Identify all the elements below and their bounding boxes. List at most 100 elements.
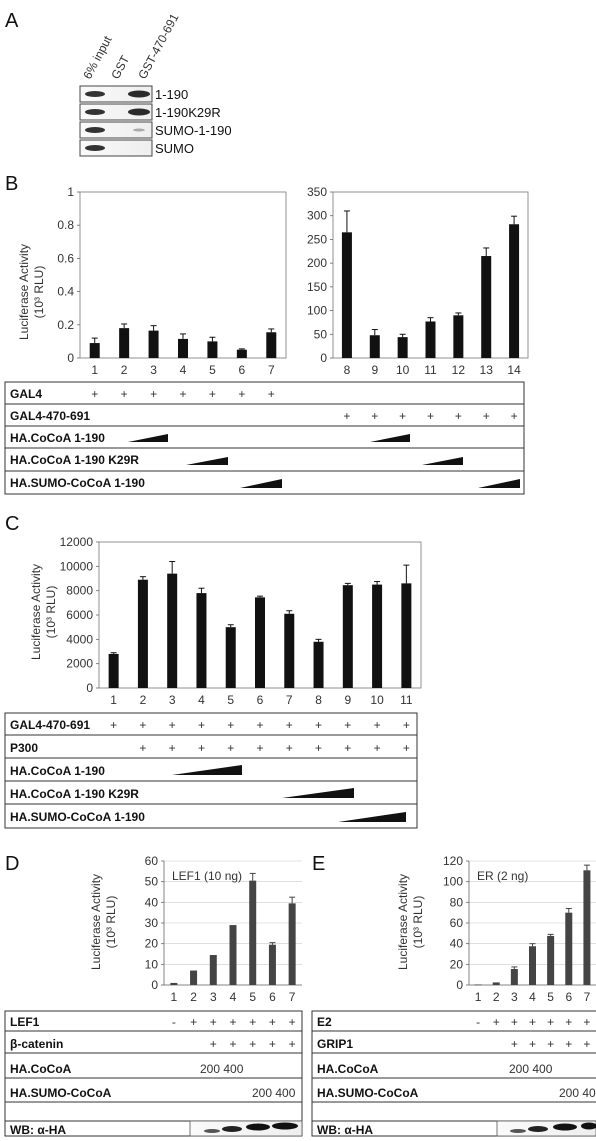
- bar: [190, 970, 198, 985]
- plus-sign: +: [238, 387, 245, 401]
- bar: [510, 968, 518, 985]
- bar: [481, 256, 492, 358]
- plus-sign: +: [150, 387, 157, 401]
- b-row-gal4: GAL4: [10, 387, 42, 401]
- x-tick-label: 4: [529, 990, 536, 1004]
- plus-sign: +: [110, 718, 117, 732]
- x-tick-label: 4: [230, 990, 237, 1004]
- x-tick-label: 2: [121, 363, 128, 377]
- blot-a-lane-gst: GST: [108, 52, 132, 81]
- bar: [284, 613, 295, 688]
- d-row-catenin: β-catenin: [10, 1037, 63, 1051]
- chart-e: 0 20 40 60 80 100 120 ER (2 ng) 1 2 3 4 5 6 7: [443, 854, 596, 1004]
- bar: [178, 338, 188, 358]
- x-tick-label: 1: [475, 990, 482, 1004]
- plus-sign: +: [269, 1015, 276, 1029]
- bar: [453, 315, 464, 358]
- plus-sign: +: [371, 409, 378, 423]
- plus-sign: +: [229, 1037, 236, 1051]
- plus-sign: +: [547, 1015, 554, 1029]
- x-tick-label: 3: [511, 990, 518, 1004]
- bar: [372, 584, 383, 688]
- d-lef1-signs: - + + + + + +: [172, 1015, 296, 1029]
- e-wb-band: [581, 1122, 596, 1130]
- b-dose-wedge: [186, 457, 228, 465]
- b-table-border: [4, 381, 525, 495]
- plus-sign: +: [315, 741, 322, 755]
- y-tick-label: 0: [456, 978, 463, 992]
- c-ylabel-1: Luciferase Activity: [29, 564, 43, 660]
- plus-sign: +: [455, 409, 462, 423]
- y-tick-label: 0: [320, 351, 327, 365]
- b-gal4-470-signs: + + + + + + +: [343, 409, 517, 423]
- blot-a-row-sumo-1-190: SUMO-1-190: [155, 123, 232, 138]
- b-conditions-table: GAL4 + + + + + + + GAL4-470-691 + + + + + + + HA.CoC…: [4, 381, 525, 495]
- b-gal4-signs: + + + + + + +: [91, 387, 275, 401]
- c-dose-wedge: [338, 812, 406, 822]
- plus-sign: +: [179, 387, 186, 401]
- minus-sign: -: [476, 1015, 480, 1029]
- c-table-border: [4, 712, 418, 829]
- y-tick-label: 200: [307, 256, 327, 270]
- plus-sign: +: [169, 741, 176, 755]
- plus-sign: +: [403, 718, 410, 732]
- blot-a-strip-1: [79, 85, 153, 103]
- d-row-cocoa: HA.CoCoA: [10, 1062, 72, 1076]
- bar: [474, 984, 482, 986]
- e-row-wb: WB: α-HA: [317, 1123, 373, 1137]
- b-dose-wedge: [128, 434, 168, 442]
- x-tick-label: 5: [209, 363, 216, 377]
- x-tick-label: 10: [396, 363, 410, 377]
- e-e2-signs: - + + + + + +: [476, 1015, 590, 1029]
- plus-sign: +: [269, 1037, 276, 1051]
- chart-title: ER (2 ng): [477, 869, 528, 883]
- c-row-gal4-470: GAL4-470-691: [10, 718, 90, 732]
- bar: [229, 925, 237, 985]
- b-ylabel-2: (10³ RLU): [32, 266, 46, 319]
- e-row-sumo: HA.SUMO-CoCoA: [317, 1086, 419, 1100]
- plus-sign: +: [583, 1037, 590, 1051]
- e-row-grip1: GRIP1: [317, 1037, 353, 1051]
- d-wb-band: [204, 1129, 220, 1133]
- chart-d: 0 10 20 30 40 50 60 LEF1 (10 ng) 1 2 3 4 5 6 7: [145, 854, 302, 1004]
- panel-label-a: A: [5, 10, 19, 32]
- plus-sign: +: [249, 1015, 256, 1029]
- e-row-e2: E2: [317, 1015, 332, 1029]
- y-tick-label: 60: [145, 854, 159, 868]
- bar: [288, 903, 296, 985]
- x-tick-label: 5: [249, 990, 256, 1004]
- x-tick-label: 1: [171, 990, 178, 1004]
- y-tick-label: 12000: [60, 535, 94, 549]
- d-conditions-table: LEF1 - + + + + + + β-catenin + + + + + HA.CoCoA 20…: [4, 1010, 303, 1137]
- blot-a-strip-4: [79, 139, 153, 157]
- plus-sign: +: [343, 409, 350, 423]
- chart-c: 0 2000 4000 6000 8000 10000 12000 1 2 3 4 5 6 7 8 9 10 11: [60, 535, 422, 707]
- y-tick-label: 80: [450, 895, 464, 909]
- x-tick-label: 13: [480, 363, 494, 377]
- x-tick-label: 11: [424, 363, 437, 377]
- x-tick-label: 8: [344, 363, 351, 377]
- plus-sign: +: [565, 1037, 572, 1051]
- plus-sign: +: [256, 741, 263, 755]
- bar: [369, 335, 380, 358]
- plus-sign: +: [229, 1015, 236, 1029]
- bar: [341, 232, 352, 358]
- blot-a-strip-3: [79, 121, 153, 139]
- d-sumo-doses: 200 400: [252, 1086, 296, 1100]
- plus-sign: +: [374, 718, 381, 732]
- blot-a-row-sumo: SUMO: [155, 141, 194, 156]
- b-dose-wedge: [422, 457, 463, 465]
- bar: [209, 955, 217, 985]
- x-tick-label: 7: [268, 363, 275, 377]
- x-tick-label: 5: [547, 990, 554, 1004]
- x-tick-label: 5: [227, 693, 234, 707]
- plus-sign: +: [286, 741, 293, 755]
- plus-sign: +: [565, 1015, 572, 1029]
- chart-title: LEF1 (10 ng): [172, 869, 242, 883]
- x-tick-label: 2: [493, 990, 500, 1004]
- c-p300-signs: + + + + + + + + + +: [139, 741, 409, 755]
- b-dose-wedge: [478, 479, 520, 488]
- x-tick-label: 14: [507, 363, 521, 377]
- bar: [492, 982, 500, 985]
- x-tick-label: 7: [286, 693, 293, 707]
